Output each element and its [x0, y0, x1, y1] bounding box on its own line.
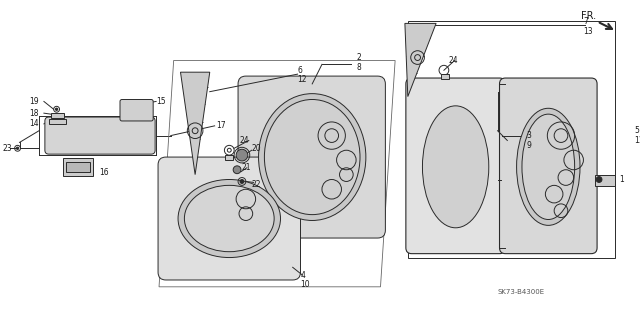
Ellipse shape: [259, 94, 366, 220]
Text: 13: 13: [584, 27, 593, 36]
Text: 15: 15: [156, 97, 166, 106]
Polygon shape: [405, 23, 436, 97]
Text: 14: 14: [29, 119, 39, 128]
Bar: [595, 174, 614, 186]
Text: SK73-B4300E: SK73-B4300E: [497, 289, 545, 295]
Text: 12: 12: [298, 76, 307, 85]
Text: 22: 22: [252, 180, 261, 189]
Text: 10: 10: [301, 280, 310, 289]
Text: 8: 8: [356, 63, 361, 72]
FancyBboxPatch shape: [499, 78, 597, 254]
Circle shape: [596, 177, 602, 182]
Text: 17: 17: [216, 121, 226, 130]
Bar: [225, 155, 233, 160]
Text: 9: 9: [527, 141, 532, 150]
Text: 5: 5: [634, 126, 639, 135]
Text: 7: 7: [584, 17, 588, 26]
FancyBboxPatch shape: [45, 117, 155, 154]
Ellipse shape: [178, 180, 280, 257]
Text: 4: 4: [301, 271, 305, 280]
Text: 18: 18: [29, 109, 39, 118]
Text: 2: 2: [356, 53, 361, 62]
Text: FR.: FR.: [582, 11, 596, 21]
FancyBboxPatch shape: [238, 76, 385, 238]
FancyBboxPatch shape: [158, 157, 301, 280]
Ellipse shape: [184, 185, 274, 252]
Circle shape: [240, 180, 244, 183]
Bar: [67, 162, 90, 172]
Bar: [51, 113, 65, 118]
Ellipse shape: [522, 114, 575, 219]
Ellipse shape: [264, 100, 360, 215]
Text: 5: 5: [639, 131, 640, 140]
FancyBboxPatch shape: [406, 78, 506, 254]
FancyBboxPatch shape: [120, 100, 153, 121]
Text: 19: 19: [29, 97, 39, 106]
Text: 23: 23: [3, 144, 13, 153]
Circle shape: [56, 108, 58, 110]
Bar: [63, 158, 93, 175]
Ellipse shape: [516, 108, 580, 225]
Text: 1: 1: [620, 175, 624, 184]
Text: 11: 11: [634, 136, 640, 145]
Text: 24: 24: [449, 56, 458, 65]
Text: 20: 20: [252, 144, 261, 153]
Circle shape: [233, 166, 241, 174]
Ellipse shape: [422, 106, 489, 228]
Text: 21: 21: [242, 163, 252, 172]
Text: 3: 3: [527, 131, 532, 140]
Text: 16: 16: [100, 168, 109, 177]
Circle shape: [17, 147, 19, 149]
Circle shape: [236, 149, 248, 161]
Text: 24: 24: [239, 136, 249, 145]
Text: 6: 6: [298, 66, 303, 75]
Bar: [49, 119, 67, 124]
Polygon shape: [180, 72, 210, 174]
Bar: [441, 74, 449, 79]
